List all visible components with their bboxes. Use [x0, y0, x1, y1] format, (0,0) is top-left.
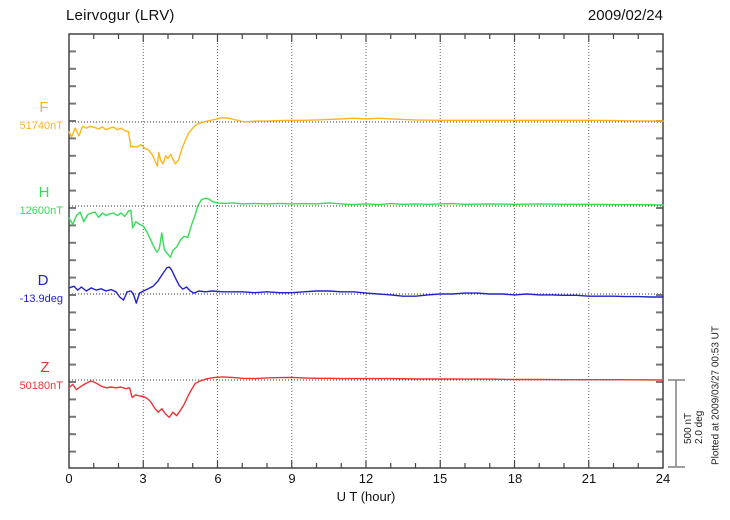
component-baseline-f: 51740nT	[19, 120, 63, 132]
x-tick-18: 18	[507, 471, 523, 486]
trace-Z	[68, 376, 664, 419]
x-tick-15: 15	[432, 471, 448, 486]
component-label-z: Z	[40, 359, 50, 376]
plot-date: 2009/02/24	[587, 7, 663, 24]
scale-bar-label-deg: 2.0 deg	[694, 410, 705, 444]
component-label-d: D	[37, 272, 49, 289]
x-tick-0: 0	[65, 471, 73, 486]
trace-F	[68, 116, 664, 168]
x-axis-label: U T (hour)	[336, 489, 396, 504]
component-label-f: F	[39, 99, 49, 116]
component-baseline-d: -13.9deg	[19, 293, 63, 305]
trace-H	[68, 197, 664, 258]
component-label-h: H	[38, 184, 50, 201]
component-baseline-z: 50180nT	[19, 380, 63, 392]
scale-bar-label: 500 nT 2.0 deg	[683, 398, 705, 444]
station-title: Leirvogur (LRV)	[66, 7, 175, 24]
x-tick-24: 24	[655, 471, 671, 486]
x-tick-3: 3	[139, 471, 147, 486]
component-baseline-h: 12600nT	[19, 205, 63, 217]
x-tick-12: 12	[358, 471, 374, 486]
x-tick-21: 21	[581, 471, 597, 486]
x-tick-6: 6	[214, 471, 222, 486]
plot-frame	[68, 33, 664, 469]
x-tick-9: 9	[288, 471, 296, 486]
trace-D	[68, 266, 664, 304]
scale-bar-label-nt: 500 nT	[683, 412, 694, 444]
plotted-at-note: Plotted at 2009/03/27 00:53 UT	[710, 326, 722, 465]
